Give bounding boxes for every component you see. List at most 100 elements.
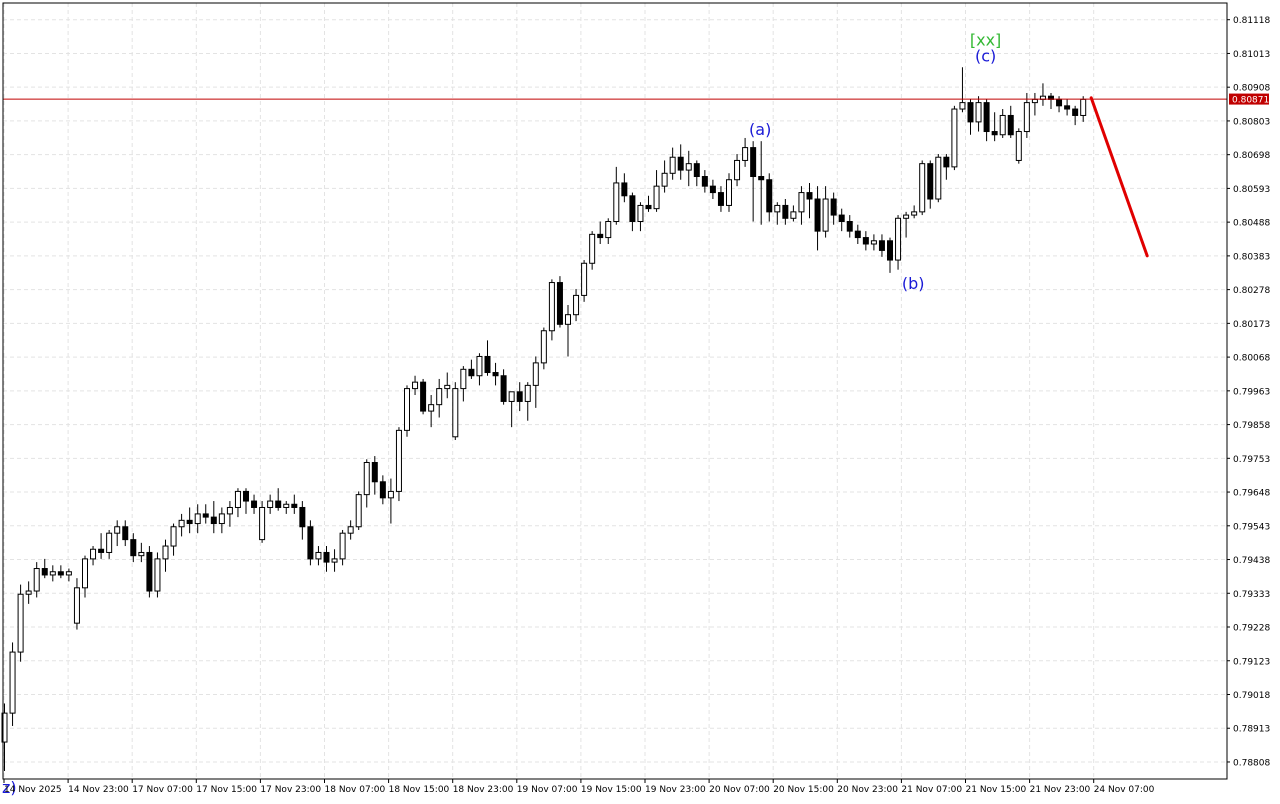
candle	[194, 504, 201, 534]
price-tick-label: 0.80698	[1233, 151, 1270, 161]
time-tick-label: 14 Nov 2025	[4, 785, 62, 795]
candle-body-bear	[830, 198, 837, 216]
candle	[508, 391, 515, 428]
candle-body-bull	[218, 513, 225, 525]
candle-body-bear	[645, 204, 652, 210]
time-tick-label: 21 Nov 15:00	[966, 785, 1027, 795]
price-tick-label: 0.81013	[1233, 50, 1270, 60]
candle	[830, 192, 837, 225]
candle-body-bull	[138, 551, 145, 557]
candle-body-bear	[887, 240, 893, 261]
time-tick-label: 18 Nov 23:00	[453, 785, 514, 795]
candle	[347, 520, 354, 540]
candle	[878, 234, 885, 257]
candle-body-bull	[999, 114, 1006, 136]
candle	[991, 112, 998, 142]
candle	[267, 494, 274, 514]
candle-body-bull	[1015, 131, 1022, 161]
candle	[854, 224, 861, 244]
candle-body-bear	[927, 163, 934, 200]
candle	[911, 205, 918, 219]
candle-body-bull	[911, 211, 918, 216]
candle-body-bull	[822, 198, 829, 232]
candle-body-bull	[661, 172, 668, 187]
candle-body-bear	[983, 102, 990, 133]
candle-body-bull	[65, 571, 72, 576]
candle-body-bull	[605, 221, 612, 239]
candle-body-bull	[637, 204, 644, 223]
price-tick-label: 0.80908	[1233, 84, 1270, 94]
candle	[565, 305, 571, 357]
wave-label: (c)	[975, 46, 996, 65]
candle-body-bull	[267, 500, 274, 508]
candle	[903, 211, 910, 238]
candle	[122, 520, 129, 547]
candle-body-bull	[452, 388, 459, 438]
price-tick-label: 0.79333	[1233, 590, 1270, 600]
candle	[734, 154, 741, 187]
candle	[404, 385, 410, 437]
candle	[589, 231, 596, 270]
candle	[259, 501, 266, 543]
candle	[919, 160, 926, 216]
candle	[251, 494, 258, 514]
candle	[766, 173, 773, 222]
candle	[621, 173, 628, 203]
candle	[597, 221, 604, 244]
candle	[685, 150, 692, 187]
candle	[927, 160, 934, 209]
candle	[154, 552, 161, 598]
candle	[943, 154, 950, 180]
candle	[1, 703, 8, 771]
candle-body-bear	[484, 355, 491, 374]
candle	[202, 504, 209, 524]
candle	[114, 520, 121, 547]
candle	[742, 137, 749, 167]
candles	[1, 67, 1087, 771]
candle-body-bull	[170, 526, 177, 547]
candle-body-bull	[154, 558, 161, 592]
candle-body-bull	[895, 217, 902, 261]
candle	[822, 186, 829, 238]
candle-body-bear	[251, 500, 258, 508]
candle	[468, 359, 475, 379]
candle-body-bear	[516, 391, 523, 402]
candle	[291, 494, 298, 514]
candle-body-bull	[460, 368, 467, 390]
wave-labels: (a) (b) (c)[xx] z)	[2, 30, 1001, 797]
candle-body-bear	[130, 539, 137, 557]
wave-label: [xx]	[970, 30, 1001, 49]
candle	[935, 154, 942, 203]
candle-body-bull	[573, 294, 580, 316]
candle	[33, 562, 40, 598]
candle-body-bear	[766, 179, 773, 213]
candle	[299, 501, 306, 540]
candle	[581, 260, 588, 302]
candle	[814, 186, 821, 251]
time-tick-label: 20 Nov 07:00	[709, 785, 770, 795]
candle-body-bull	[548, 282, 555, 332]
candle	[323, 546, 330, 572]
candle	[790, 205, 797, 222]
candle	[983, 99, 990, 142]
forecast-arrow-line	[1089, 96, 1149, 258]
candle-body-bull	[17, 593, 24, 653]
candle-body-bear	[323, 551, 330, 563]
candle-body-bull	[959, 102, 966, 110]
candle	[895, 215, 902, 270]
candle-body-bull	[476, 355, 483, 377]
candle	[49, 565, 56, 582]
candle	[363, 459, 370, 508]
candle-body-bull	[49, 571, 56, 576]
candle	[412, 375, 419, 396]
price-tick-label: 0.79438	[1233, 556, 1270, 566]
candle	[798, 186, 805, 225]
candle-body-bear	[202, 513, 209, 518]
candle	[331, 549, 338, 572]
candle	[870, 234, 877, 251]
candle	[524, 382, 531, 421]
candle-body-bull	[870, 240, 877, 245]
price-tick-label: 0.80803	[1233, 117, 1270, 127]
candle	[218, 507, 225, 534]
candle	[41, 558, 48, 579]
